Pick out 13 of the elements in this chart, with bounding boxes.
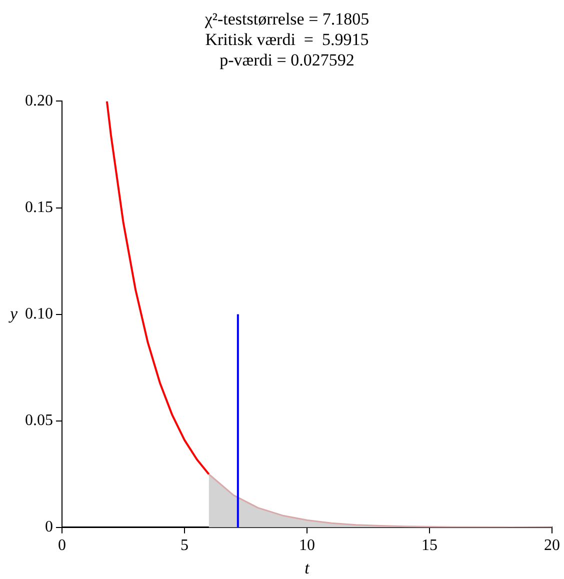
- x-tick-label: 15: [422, 537, 438, 554]
- y-tick-label: 0: [45, 518, 53, 536]
- y-tick-label: 0.20: [25, 92, 53, 110]
- x-tick-label: 20: [544, 537, 560, 554]
- chart-title: χ²-teststørrelse = 7.1805 Kritisk værdi = 5.9915 p-værdi = 0.027592: [204, 10, 370, 70]
- y-axis-title: y: [8, 304, 18, 323]
- x-tick-label: 10: [299, 537, 315, 554]
- x-tick-label: 5: [180, 537, 188, 554]
- x-tick-label: 0: [58, 537, 66, 554]
- y-tick-label: 0.15: [25, 198, 53, 216]
- y-tick-label: 0.10: [25, 306, 53, 323]
- y-tick-label: 0.05: [25, 412, 53, 430]
- x-axis-title: t: [304, 558, 311, 578]
